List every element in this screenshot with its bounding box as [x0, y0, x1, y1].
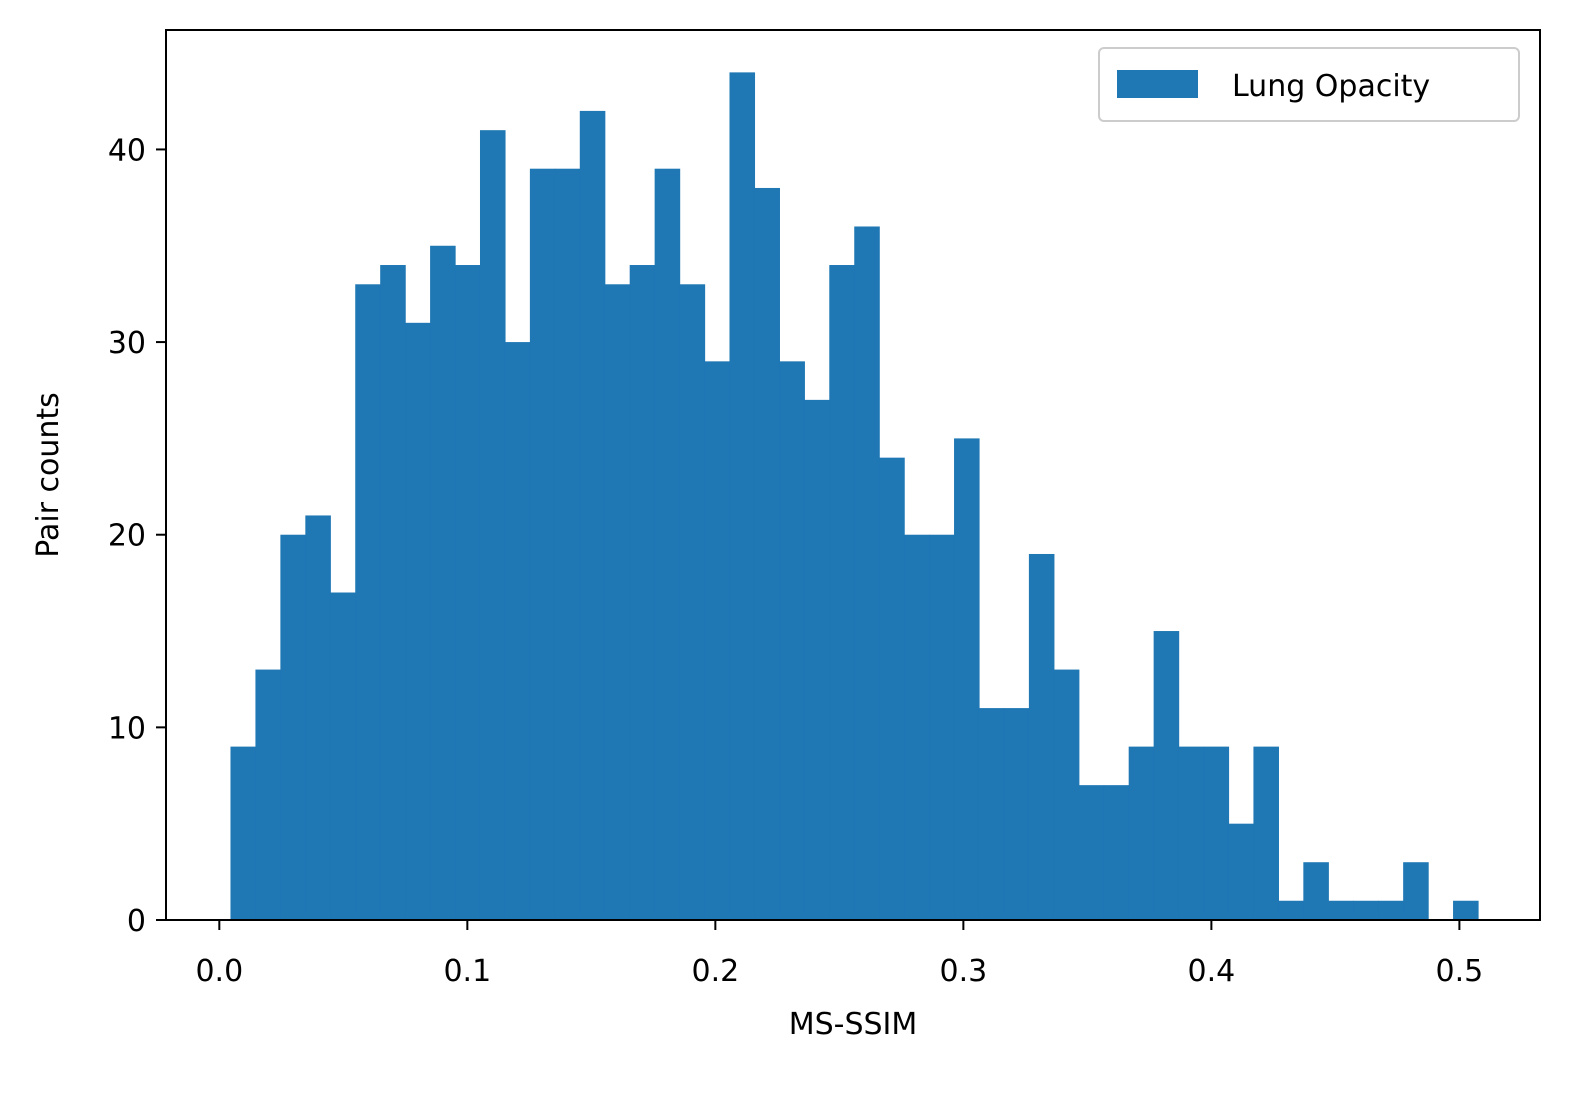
- histogram-bar-20: [704, 361, 731, 921]
- x-tick-label-3: 0.3: [940, 954, 988, 989]
- y-tick-label-0: 0: [127, 904, 146, 939]
- histogram-bars: [230, 72, 1479, 921]
- y-tick-label-3: 30: [108, 326, 146, 361]
- x-axis-label: MS-SSIM: [789, 1007, 918, 1042]
- histogram-bar-4: [305, 515, 331, 920]
- histogram-bar-37: [1128, 746, 1155, 920]
- histogram-bar-24: [804, 399, 830, 920]
- histogram-bar-3: [280, 534, 306, 920]
- histogram-bar-50: [1453, 900, 1479, 920]
- histogram-bar-10: [455, 265, 481, 920]
- histogram-bar-13: [529, 168, 556, 920]
- legend: Lung Opacity: [1098, 47, 1520, 122]
- histogram-bar-15: [579, 110, 606, 920]
- histogram-bar-11: [479, 130, 506, 921]
- histogram-bar-46: [1353, 900, 1379, 920]
- histogram-bar-29: [929, 534, 955, 920]
- histogram-bar-26: [854, 226, 880, 921]
- histogram-bar-47: [1378, 900, 1404, 920]
- histogram-bar-35: [1078, 785, 1105, 920]
- x-tick-label-0: 0.0: [195, 954, 243, 989]
- histogram-bar-6: [355, 284, 381, 920]
- x-tick-label-5: 0.5: [1436, 954, 1484, 989]
- histogram-bar-38: [1153, 631, 1180, 920]
- y-tick-label-4: 40: [108, 133, 146, 168]
- legend-box: [1098, 47, 1520, 122]
- histogram-bar-27: [879, 457, 905, 920]
- histogram-bar-45: [1328, 900, 1354, 920]
- x-tick-label-2: 0.2: [691, 954, 739, 989]
- histogram-bar-42: [1253, 746, 1279, 920]
- histogram-bar-48: [1403, 862, 1429, 920]
- histogram-bar-5: [330, 592, 356, 920]
- histogram-bar-33: [1028, 553, 1055, 920]
- histogram-bar-43: [1278, 900, 1304, 920]
- x-tick-label-4: 0.4: [1188, 954, 1236, 989]
- histogram-bar-32: [1003, 708, 1030, 920]
- legend-label-lung-opacity: Lung Opacity: [1232, 69, 1430, 104]
- histogram-bar-22: [754, 187, 780, 921]
- histogram-bar-28: [904, 534, 930, 920]
- x-axis-ticks: 0.0 0.1 0.2 0.3 0.4 0.5: [195, 920, 1483, 989]
- histogram-bar-16: [604, 284, 631, 920]
- histogram-bar-39: [1178, 746, 1205, 920]
- histogram-bar-19: [679, 284, 706, 920]
- histogram-bar-21: [729, 72, 756, 920]
- histogram-bar-1: [230, 746, 257, 920]
- histogram-bar-30: [954, 438, 980, 920]
- plot-frame: [165, 29, 1541, 921]
- y-axis-label: Pair counts: [31, 392, 66, 558]
- legend-swatch-lung-opacity: [1117, 70, 1198, 98]
- histogram-bar-41: [1228, 823, 1255, 920]
- y-tick-label-1: 10: [108, 711, 146, 746]
- histogram-bar-12: [504, 342, 531, 921]
- histogram-bar-7: [380, 265, 406, 920]
- histogram-bar-9: [430, 245, 456, 920]
- y-tick-label-2: 20: [108, 519, 146, 554]
- histogram-bar-8: [405, 322, 431, 920]
- histogram-bar-31: [978, 708, 1005, 920]
- histogram-bar-18: [654, 168, 681, 920]
- histogram-bar-17: [629, 265, 656, 920]
- histogram-bar-44: [1303, 862, 1329, 920]
- histogram-bar-34: [1053, 669, 1080, 920]
- y-axis-ticks: 0 10 20 30 40: [108, 133, 166, 939]
- x-tick-label-1: 0.1: [443, 954, 491, 989]
- histogram-bar-14: [554, 168, 581, 920]
- histogram-bar-2: [255, 669, 281, 920]
- histogram-bar-25: [829, 265, 855, 920]
- histogram-bar-23: [779, 361, 805, 921]
- histogram-bar-40: [1203, 746, 1230, 920]
- histogram-bar-36: [1103, 785, 1130, 920]
